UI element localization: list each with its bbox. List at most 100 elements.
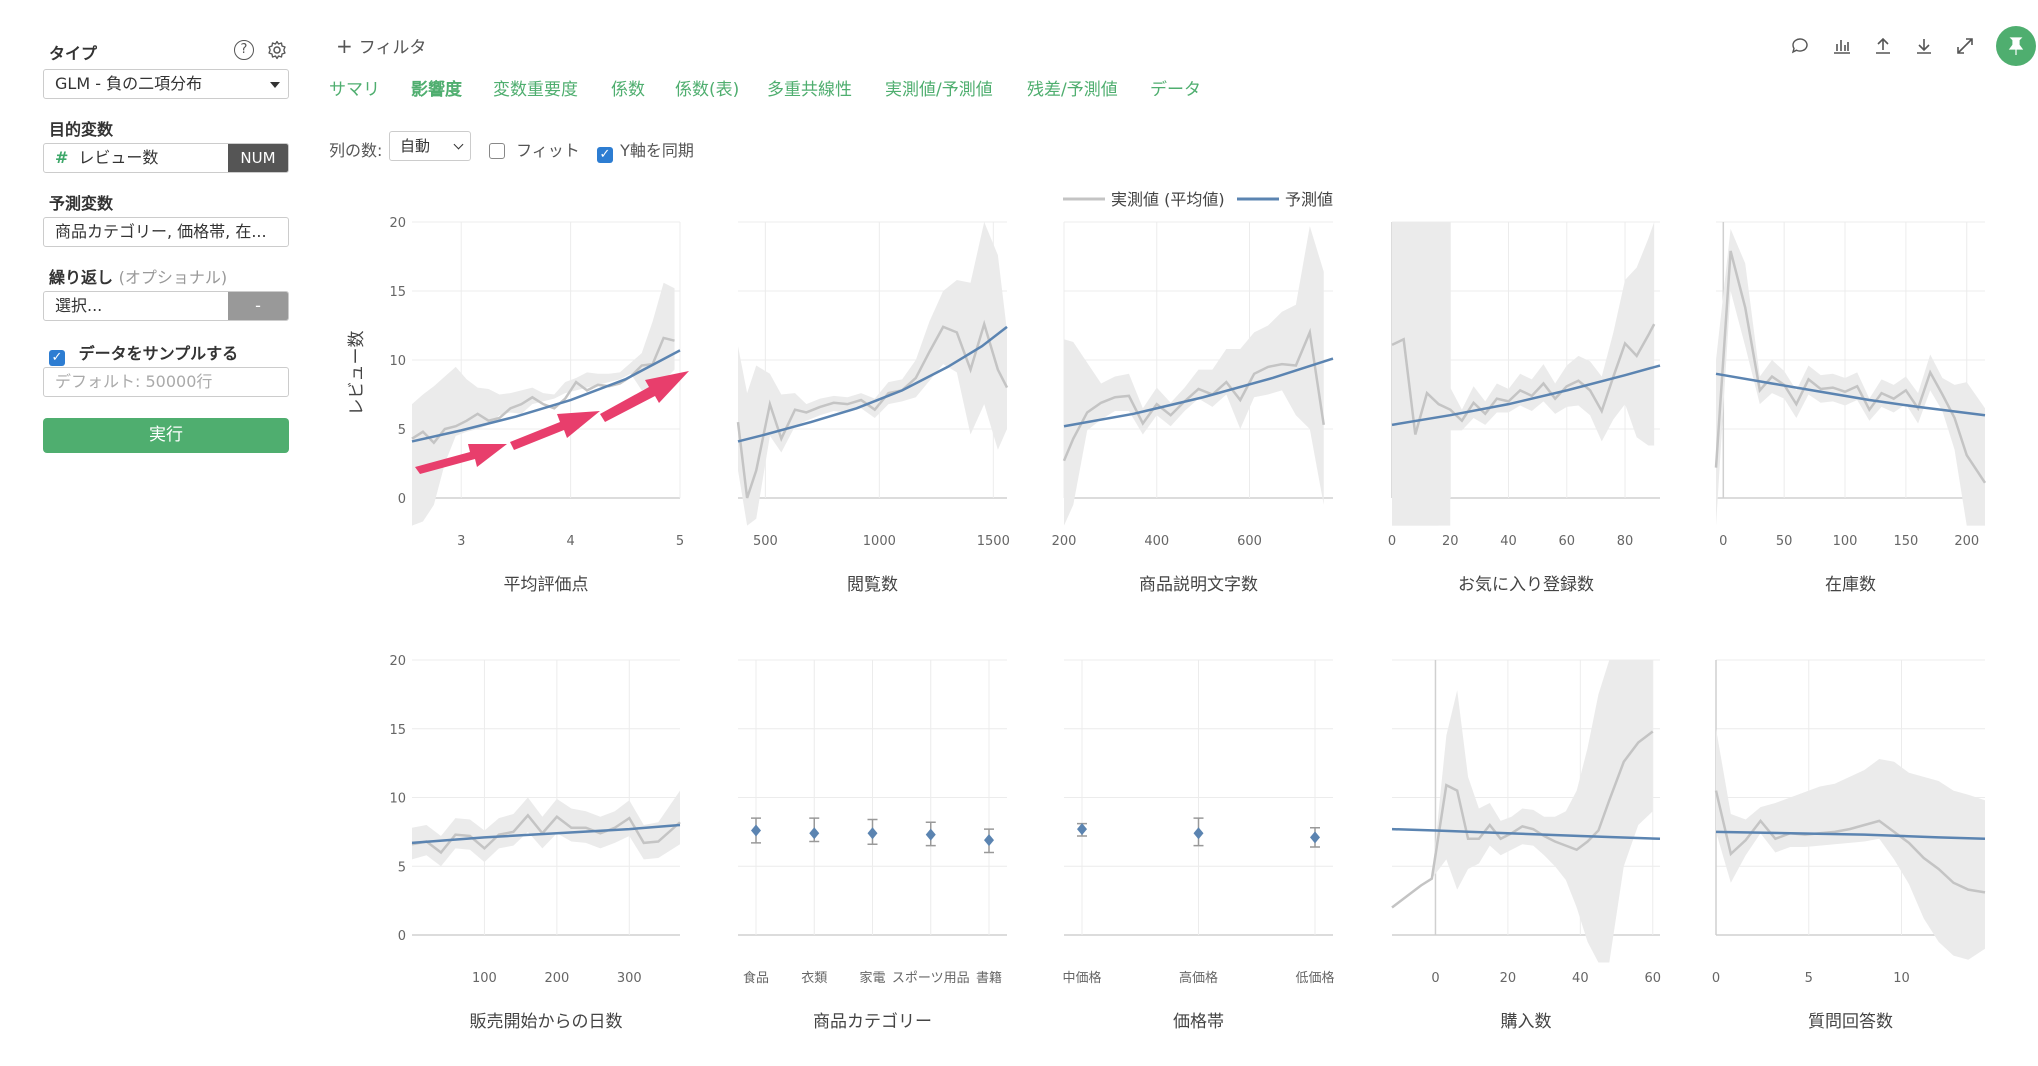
x-tick-label: 書籍 (976, 970, 1002, 986)
download-icon[interactable] (1912, 34, 1936, 58)
upload-icon[interactable] (1871, 34, 1895, 58)
sample-size-input[interactable]: デフォルト: 50000行 (43, 367, 289, 397)
x-tick-label: 食品 (743, 970, 769, 986)
highlight-arrows (415, 371, 689, 474)
columns-select[interactable]: 自動 (389, 131, 471, 161)
sample-checkbox-row[interactable]: ✓ データをサンプルする (49, 340, 238, 366)
x-tick-label: スポーツ用品 (892, 971, 970, 986)
help-icon[interactable]: ? (234, 40, 254, 60)
fit-checkbox[interactable] (489, 143, 505, 159)
predicted-point (1077, 823, 1087, 836)
y-tick-label: 20 (389, 216, 406, 231)
confidence-band (412, 790, 680, 867)
predicted-line (1391, 827, 1661, 840)
x-tick-label: 5 (1805, 971, 1813, 986)
tab-effects[interactable]: 影響度 (411, 80, 462, 100)
x-tick-label: 3 (457, 534, 465, 549)
chart-icon[interactable] (1830, 34, 1854, 58)
sidebar: タイプ ? GLM - 負の二項分布 目的変数 # レビュー数 NUM 予測変数 … (0, 0, 310, 1066)
predictors-field[interactable]: 商品カテゴリー, 価格帯, 在... (43, 217, 289, 247)
sync-y-label: Y軸を同期 (620, 141, 694, 160)
x-tick-label: 60 (1559, 534, 1576, 549)
x-axis-label: 閲覧数 (847, 575, 898, 595)
x-axis-label: 商品説明文字数 (1139, 575, 1258, 595)
x-axis-label: 商品カテゴリー (813, 1011, 932, 1032)
y-tick-label: 15 (389, 723, 406, 738)
sync-y-checkbox[interactable]: ✓ (597, 147, 613, 163)
x-tick-label: 5 (676, 534, 684, 549)
tab-summary[interactable]: サマリ (329, 80, 380, 100)
hash-icon: # (55, 148, 69, 167)
chart-panel-10: 0 5 10 質問回答数 (1712, 659, 1986, 1032)
comment-icon[interactable] (1788, 34, 1812, 58)
highlight-arrow-1 (415, 444, 507, 474)
x-axis-label: 購入数 (1501, 1012, 1552, 1032)
chart-panel-4: 0 20 40 60 80 お気に入り登録数 (1388, 221, 1661, 595)
model-type-value: GLM - 負の二項分布 (55, 74, 203, 93)
run-button[interactable]: 実行 (43, 418, 289, 453)
x-tick-label: 100 (472, 971, 497, 986)
x-tick-label: 50 (1776, 534, 1793, 549)
y-tick-label: 15 (389, 285, 406, 300)
x-tick-label: 400 (1144, 534, 1169, 549)
filter-button[interactable]: + フィルタ (336, 33, 426, 58)
y-tick-label: 10 (389, 354, 406, 369)
observed-line (411, 336, 675, 445)
gear-icon[interactable] (267, 40, 287, 60)
y-tick-label: 10 (389, 792, 406, 807)
tab-importance[interactable]: 変数重要度 (493, 80, 578, 100)
repeat-select[interactable]: 選択... - (43, 291, 289, 321)
observed-line (1714, 250, 1987, 484)
tab-coefficients[interactable]: 係数 (611, 80, 645, 100)
chart-panel-9: 0 20 40 60 購入数 (1391, 659, 1661, 1032)
model-type-select[interactable]: GLM - 負の二項分布 (43, 69, 289, 99)
y-tick-label: 5 (398, 860, 406, 875)
num-type-badge: NUM (228, 144, 288, 172)
y-tick-label: 5 (398, 423, 406, 438)
x-tick-label: 20 (1500, 971, 1517, 986)
expand-icon[interactable] (1953, 34, 1977, 58)
repeat-clear-button[interactable]: - (228, 292, 288, 320)
x-tick-label: 低価格 (1295, 970, 1334, 986)
x-tick-label: 衣類 (801, 970, 827, 986)
x-tick-label: 0 (1388, 534, 1396, 549)
sample-checkbox[interactable]: ✓ (49, 350, 65, 366)
pin-button[interactable] (1996, 26, 2036, 66)
tab-actual-predicted[interactable]: 実測値/予測値 (885, 80, 993, 100)
predicted-line (1715, 372, 1986, 417)
predicted-line (1715, 830, 1986, 840)
legend-predicted-label: 予測値 (1285, 190, 1333, 209)
x-tick-label: 20 (1442, 534, 1459, 549)
sync-y-checkbox-row[interactable]: ✓ Y軸を同期 (597, 137, 694, 163)
x-tick-label: 40 (1572, 971, 1589, 986)
predictors-value: 商品カテゴリー, 価格帯, 在... (55, 222, 267, 241)
fit-checkbox-row[interactable]: フィット (489, 137, 580, 161)
x-tick-label: 高価格 (1179, 970, 1218, 986)
sample-size-placeholder: デフォルト: 50000行 (55, 372, 213, 391)
y-axis-label: レビュー数 (347, 331, 367, 416)
chart-panel-2: 500 1000 1500 閲覧数 (736, 221, 1010, 595)
target-label: 目的変数 (49, 120, 114, 139)
predicted-point (809, 827, 820, 840)
observed-line (1062, 327, 1325, 462)
x-tick-label: 600 (1237, 534, 1262, 549)
x-tick-label: 100 (1833, 534, 1858, 549)
tab-coefficients-table[interactable]: 係数(表) (675, 80, 740, 100)
observed-line (1714, 790, 1986, 894)
observed-line (1391, 323, 1656, 435)
x-tick-label: 0 (1431, 971, 1439, 986)
tab-data[interactable]: データ (1150, 80, 1201, 100)
x-tick-label: 80 (1617, 534, 1634, 549)
x-tick-label: 200 (1052, 534, 1077, 549)
x-tick-label: 0 (1712, 971, 1720, 986)
chart-panel-5: 0 50 100 150 200 在庫数 (1714, 221, 1987, 595)
predicted-point (867, 827, 878, 840)
tab-residual-predicted[interactable]: 残差/予測値 (1027, 80, 1118, 100)
repeat-optional-text: (オプショナル) (118, 268, 228, 287)
x-axis-label: お気に入り登録数 (1458, 575, 1594, 595)
target-variable-field[interactable]: # レビュー数 NUM (43, 143, 289, 173)
highlight-arrow-2 (510, 411, 600, 450)
tab-multicollinearity[interactable]: 多重共線性 (767, 80, 852, 100)
x-tick-label: 200 (544, 971, 569, 986)
x-axis-label: 販売開始からの日数 (470, 1012, 623, 1032)
